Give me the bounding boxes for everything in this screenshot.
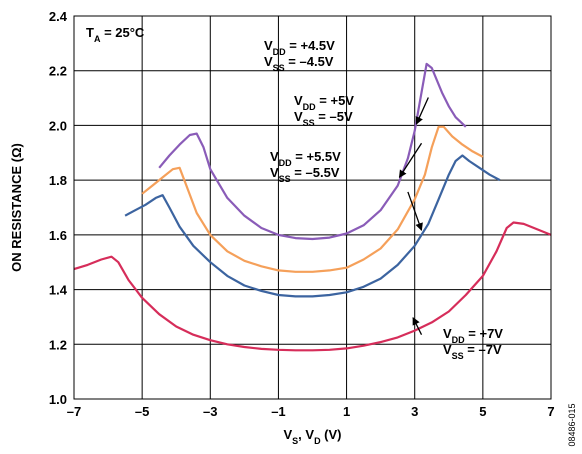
x-tick-label: 5: [479, 404, 486, 419]
plot-frame: [73, 15, 552, 400]
series-label-3: VDD = +5.5V: [270, 149, 341, 168]
callout-arrow: [412, 317, 423, 336]
callout-arrow: [415, 97, 429, 125]
y-axis-label: ON RESISTANCE (Ω): [9, 143, 24, 272]
y-tick-label: 1.2: [49, 337, 67, 352]
series-line-3: [124, 154, 501, 298]
series-label-2: VSS = –5V: [294, 109, 353, 128]
series-label-2: VDD = +5V: [294, 93, 354, 112]
x-tick-label: 7: [547, 404, 554, 419]
x-tick-label: –5: [135, 404, 149, 419]
x-tick-label: 1: [343, 404, 350, 419]
series-label-1: VSS = –4.5V: [264, 54, 334, 73]
series-line-1: [158, 62, 467, 241]
series-line-2: [141, 125, 484, 273]
callout-arrow: [398, 142, 423, 179]
y-tick-label: 1.0: [49, 392, 67, 407]
x-tick-label: –7: [67, 404, 81, 419]
temperature-label: TA = 25°C: [86, 25, 145, 44]
y-tick-label: 1.8: [49, 173, 67, 188]
y-tick-label: 1.6: [49, 228, 67, 243]
x-axis-label: VS, VD (V): [283, 427, 341, 446]
series-label-1: VDD = +4.5V: [264, 38, 335, 57]
y-tick-label: 2.0: [49, 118, 67, 133]
figure-id: 08486-015: [567, 403, 577, 446]
series-label-4: VSS = –7V: [443, 342, 502, 361]
series-label-4: VDD = +7V: [443, 326, 503, 345]
y-tick-label: 2.4: [49, 9, 68, 24]
x-tick-label: –3: [203, 404, 217, 419]
series-line-4: [73, 221, 552, 352]
series-lines: [73, 62, 552, 352]
y-tick-label: 2.2: [49, 64, 67, 79]
x-tick-label: –1: [271, 404, 285, 419]
x-tick-label: 3: [411, 404, 418, 419]
chart-labels: VS, VD (V) ON RESISTANCE (Ω) TA = 25°C 0848…: [9, 25, 577, 447]
callout-arrow: [407, 191, 423, 231]
tick-labels: –7 –5 –3 –1 1 3 5 7 1.0 1.2 1.4 1.6 1.8 2.0 2.2 2.4: [49, 9, 555, 419]
grid-lines: [73, 15, 552, 400]
y-tick-label: 1.4: [49, 283, 68, 298]
series-label-3: VSS = –5.5V: [270, 165, 340, 184]
